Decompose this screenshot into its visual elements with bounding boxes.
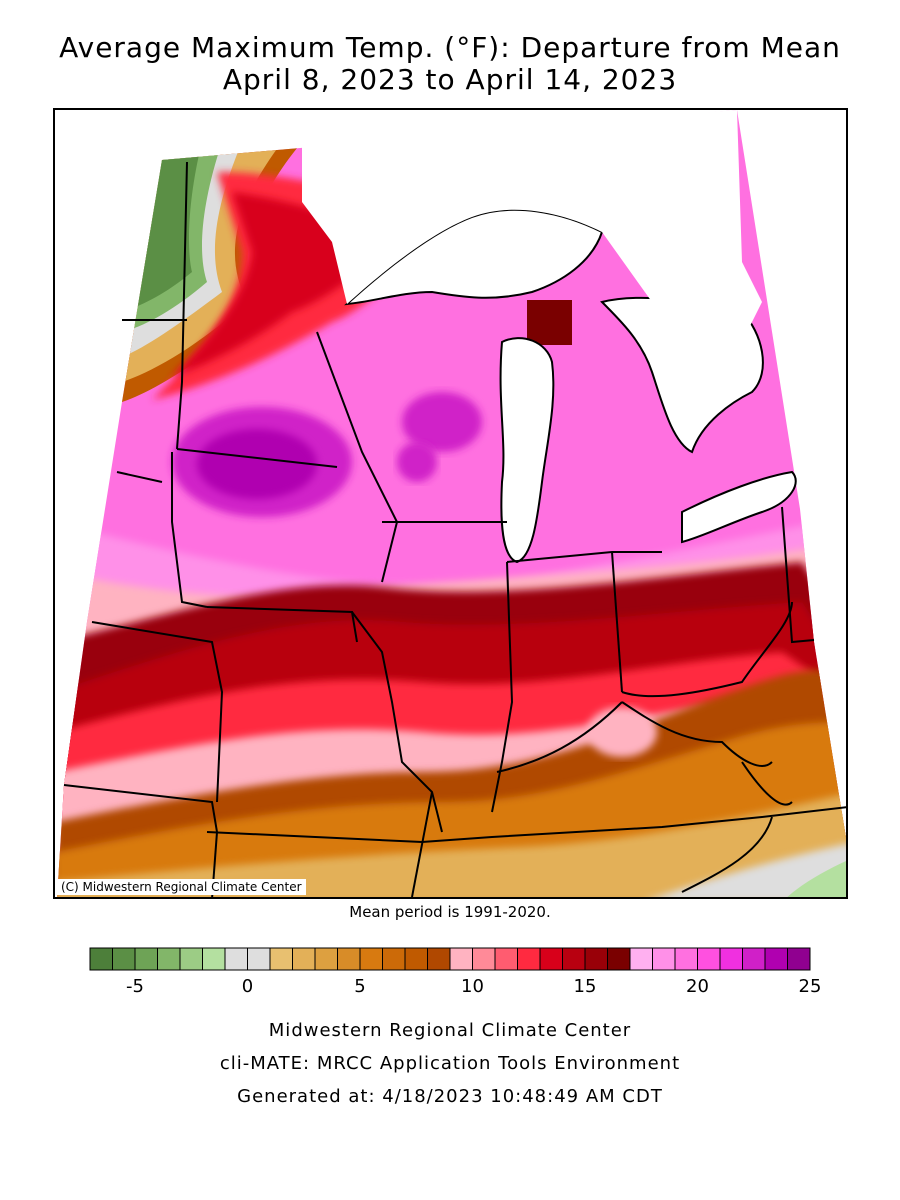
legend-cell: [764, 947, 788, 971]
legend-cell: [112, 947, 136, 971]
legend-cell: [247, 947, 271, 971]
legend-cell: [404, 947, 428, 971]
legend-cell: [427, 947, 451, 971]
map-title: Average Maximum Temp. (°F): Departure fr…: [59, 31, 841, 64]
legend-cell: [742, 947, 766, 971]
departure-map: [57, 110, 846, 897]
legend-cell: [292, 947, 316, 971]
legend-cell: [337, 947, 361, 971]
legend-tick-label: 5: [354, 976, 365, 997]
footer-generated-time: Generated at: 4/18/2023 10:48:49 AM CDT: [237, 1086, 663, 1107]
legend-cell: [269, 947, 293, 971]
legend-tick-label: 0: [242, 976, 253, 997]
legend-cell: [472, 947, 496, 971]
legend-cell: [382, 947, 406, 971]
footer-organization: Midwestern Regional Climate Center: [268, 1020, 632, 1041]
legend-cell: [562, 947, 586, 971]
legend-cell: [359, 947, 383, 971]
state-boundaries: [63, 161, 846, 897]
legend-tick-label: -5: [126, 976, 144, 997]
legend-cell: [719, 947, 743, 971]
legend-cell: [157, 947, 181, 971]
legend-cell: [787, 947, 811, 971]
legend-cell: [494, 947, 518, 971]
legend-tick-label: 10: [461, 976, 484, 997]
legend-cell: [607, 947, 631, 971]
footer-application: cli-MATE: MRCC Application Tools Environ…: [219, 1053, 681, 1074]
legend-cell: [134, 947, 158, 971]
legend-cell: [449, 947, 473, 971]
legend-ticks: -5 0 5 10 15 20 25: [126, 976, 820, 997]
legend-tick-label: 25: [799, 976, 820, 997]
mean-period-note: Mean period is 1991-2020.: [349, 903, 551, 921]
map-date-range: April 8, 2023 to April 14, 2023: [222, 63, 678, 96]
legend-cell: [674, 947, 698, 971]
legend-tick-label: 20: [686, 976, 709, 997]
legend-cell: [539, 947, 563, 971]
great-lakes: [344, 208, 797, 564]
legend-cell: [697, 947, 721, 971]
legend-cell: [629, 947, 653, 971]
legend-cell: [224, 947, 248, 971]
legend-cell: [652, 947, 676, 971]
legend-cell: [314, 947, 338, 971]
legend-cell: [202, 947, 226, 971]
legend-tick-label: 15: [574, 976, 597, 997]
map-copyright: (C) Midwestern Regional Climate Center: [57, 879, 306, 895]
color-legend: -5 0 5 10 15 20 25: [89, 947, 820, 997]
legend-cell: [584, 947, 608, 971]
legend-cell: [89, 947, 113, 971]
map-frame: (C) Midwestern Regional Climate Center: [53, 108, 848, 899]
legend-cells: [89, 947, 811, 971]
legend-cell: [517, 947, 541, 971]
legend-cell: [179, 947, 203, 971]
